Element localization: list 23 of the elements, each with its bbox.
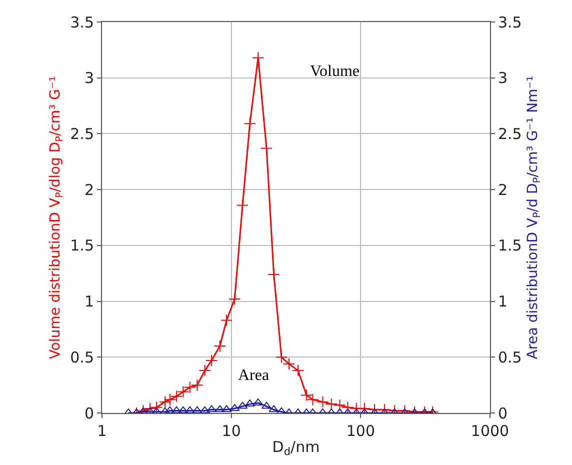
y-tick-label: 2: [84, 180, 94, 199]
y2-tick-label: 3: [498, 69, 508, 88]
y2-tick-label: 0.5: [498, 348, 522, 366]
x-tick-label: 100: [346, 422, 375, 440]
y2-tick-label: 2.5: [498, 124, 522, 143]
x-tick-label: 10: [222, 422, 241, 440]
y-tick-label: 1.5: [70, 236, 94, 255]
x-axis-title: D$_{d}$/nm: [272, 438, 320, 458]
y2-tick-label: 3.5: [498, 13, 522, 32]
y-tick-label: 3: [84, 69, 94, 88]
y2-tick-label: 0: [498, 404, 508, 422]
y-tick-label: 0: [84, 404, 94, 422]
x-tick-label: 1: [97, 422, 107, 440]
y-tick-label: 1: [84, 292, 94, 311]
y-tick-label: 3.5: [70, 13, 94, 32]
y-tick-label: 2.5: [70, 124, 94, 143]
x-tick-label: 1000: [470, 422, 510, 440]
y2-tick-label: 1: [498, 292, 508, 311]
annotation: Volume: [310, 63, 360, 80]
y2-tick-label: 1.5: [498, 236, 522, 255]
y2-tick-label: 2: [498, 180, 508, 199]
annotation: Area: [238, 367, 270, 384]
y-tick-label: 0.5: [70, 348, 94, 366]
